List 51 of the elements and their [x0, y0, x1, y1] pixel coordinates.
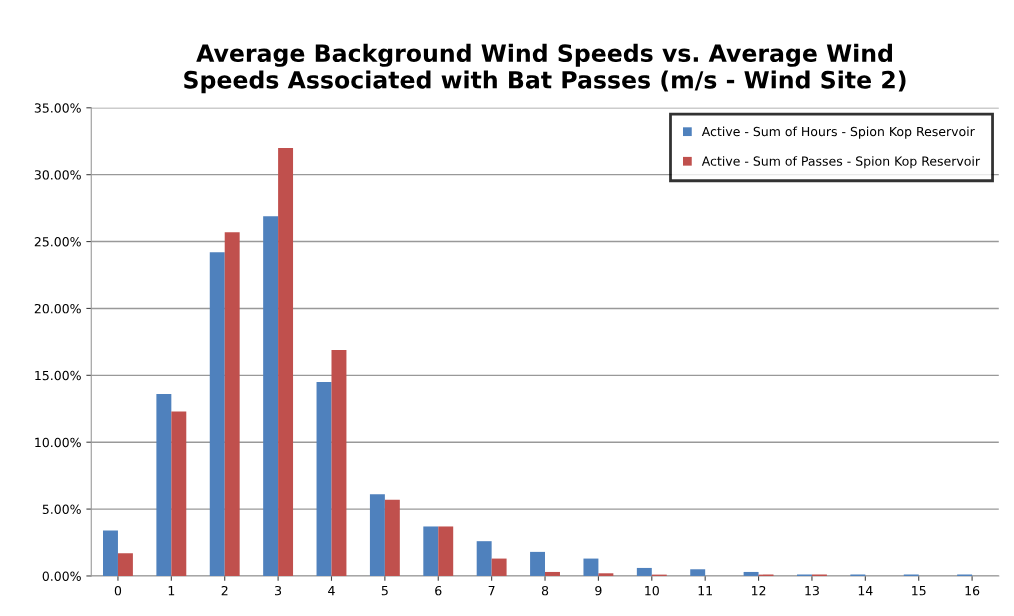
bar [545, 571, 560, 576]
x-tick-label: 5 [381, 586, 388, 596]
bar [690, 569, 706, 576]
bar [171, 411, 187, 576]
y-tick-label: 0.00% [42, 571, 81, 581]
bar [476, 541, 492, 576]
x-tick-label: 8 [541, 585, 549, 596]
bar [117, 553, 133, 576]
x-tick-label: 15 [912, 586, 926, 596]
x-tick-label: 4 [328, 586, 335, 596]
bar [331, 349, 347, 576]
bar [263, 216, 279, 576]
chart-title: Average Background Wind Speeds vs. Average Wind Speeds Associated with Bat Passes (m/s - Wind Site 2) [184, 43, 906, 94]
bar [103, 530, 118, 576]
y-tick-label: 15.00% [35, 370, 81, 381]
legend-label: Active - Sum of Passes - Spion Kop Reservoir [701, 156, 981, 169]
x-tick-label: 2 [221, 585, 228, 596]
x-tick-label: 11 [698, 586, 712, 596]
legend-label: Active - Sum of Hours - Spion Kop Reservoir [701, 126, 975, 139]
y-tick-label: 25.00% [34, 237, 81, 247]
x-tick-label: 13 [805, 585, 819, 596]
x-tick-label: 9 [595, 585, 602, 596]
bar [583, 558, 599, 576]
bar [369, 494, 385, 576]
bar [438, 526, 454, 576]
x-tick-label: 7 [488, 586, 495, 596]
x-tick-label: 16 [965, 585, 980, 596]
x-tick-label: 3 [275, 585, 282, 596]
x-tick-label: 14 [858, 586, 873, 596]
y-tick-label: 35.00% [34, 103, 81, 113]
x-tick-label: 10 [645, 585, 659, 596]
y-tick-label: 30.00% [34, 170, 81, 180]
y-tick-label: 20.00% [34, 303, 81, 314]
x-tick-label: 6 [435, 585, 442, 596]
bar [423, 526, 439, 576]
y-tick-label: 10.00% [35, 437, 81, 448]
bar [530, 551, 546, 576]
bar [316, 382, 332, 576]
bar [598, 573, 614, 576]
bar [224, 232, 240, 576]
bar [491, 558, 507, 576]
bar [278, 147, 294, 576]
x-tick-label: 0 [114, 585, 122, 596]
x-tick-label: 12 [751, 585, 766, 596]
bar [156, 394, 172, 576]
bar [743, 571, 759, 576]
bar [384, 499, 400, 576]
y-tick-label: 5.00% [42, 504, 81, 515]
bar [209, 252, 225, 576]
x-tick-label: 1 [168, 586, 175, 596]
bar [636, 567, 652, 576]
